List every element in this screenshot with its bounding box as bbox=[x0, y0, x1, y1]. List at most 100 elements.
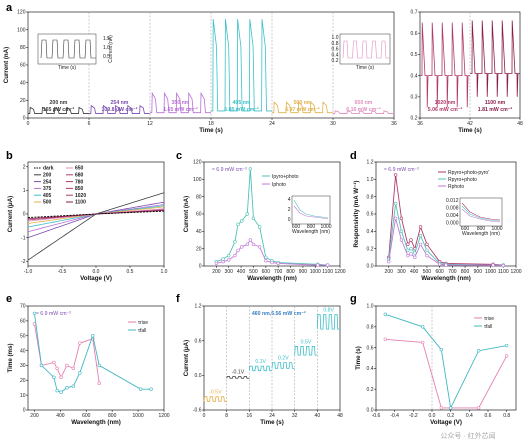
inset-xtick: 800 bbox=[477, 226, 486, 232]
plot-frame bbox=[375, 305, 517, 411]
inset-line bbox=[293, 205, 329, 220]
series-point bbox=[476, 349, 481, 353]
x-tick-label: 30 bbox=[330, 121, 336, 127]
series-line bbox=[388, 174, 504, 266]
x-tick-label: 1.0 bbox=[161, 269, 168, 275]
x-tick-label: 200 bbox=[212, 269, 221, 275]
x-axis-label: Voltage (V) bbox=[80, 275, 112, 282]
x-tick-label: 1200 bbox=[510, 269, 521, 275]
inset-right-trace bbox=[342, 40, 391, 59]
x-tick-label: 800 bbox=[286, 269, 295, 275]
segment-wavelength: 650 nm bbox=[355, 100, 373, 106]
inset-right-ytick: 1.0 bbox=[332, 35, 339, 41]
series-point bbox=[439, 347, 444, 352]
y-tick-label: 0.5 bbox=[411, 52, 418, 58]
y-axis-label: Current (nA) bbox=[183, 196, 190, 232]
x-tick-label: 0 bbox=[27, 121, 30, 127]
x-axis-label: Wavelength (nm) bbox=[421, 275, 471, 282]
y-tick-label: 1.2 bbox=[195, 304, 202, 310]
series-point bbox=[71, 384, 76, 388]
inset-xlabel: Wavelength (nm) bbox=[462, 231, 500, 237]
y-tick-label: 0.6 bbox=[411, 31, 418, 37]
panel-label-c: c bbox=[176, 150, 182, 162]
x-tick-label: 0.8 bbox=[503, 413, 510, 419]
y-tick-label: 0.6 bbox=[367, 212, 374, 218]
series-point bbox=[406, 253, 410, 258]
x-tick-label: 0.0 bbox=[429, 413, 436, 419]
inset-right-ytick: 0.6 bbox=[332, 47, 339, 53]
bias-label: 0.8V bbox=[323, 308, 334, 314]
inset-xtick: 600 bbox=[292, 224, 301, 230]
inset-left-ylabel: Current (nA) bbox=[108, 35, 114, 63]
y-tick-label: 0.4 bbox=[367, 229, 374, 235]
x-axis-label: Wavelength (nm) bbox=[247, 275, 297, 282]
series-point bbox=[97, 363, 101, 368]
series-point bbox=[418, 225, 423, 229]
series-line bbox=[388, 218, 504, 267]
series-point bbox=[138, 387, 143, 391]
legend-label: τrise bbox=[484, 316, 494, 322]
y-tick-label: 100 bbox=[17, 27, 26, 33]
y-tick-label: 1.0 bbox=[367, 177, 374, 183]
y-tick-label: 120 bbox=[193, 160, 202, 166]
series-point bbox=[245, 212, 249, 216]
series-point bbox=[425, 242, 429, 247]
iv-curve bbox=[27, 206, 165, 224]
series-point bbox=[399, 238, 404, 242]
series-point bbox=[257, 225, 262, 229]
x-tick-label: 0.0 bbox=[93, 269, 100, 275]
inset-frame bbox=[291, 195, 331, 225]
watermark: 公众号 · 红外芯闻 bbox=[440, 431, 495, 440]
series-line bbox=[388, 203, 504, 266]
inset-line bbox=[461, 205, 501, 222]
iv-curve bbox=[27, 210, 165, 218]
series-point bbox=[276, 261, 280, 266]
series-point bbox=[52, 360, 56, 365]
x-tick-label: 300 bbox=[397, 269, 406, 275]
x-tick-label: 900 bbox=[474, 269, 483, 275]
plot-frame bbox=[27, 305, 165, 411]
x-axis-label: Time (s) bbox=[260, 419, 284, 426]
series-point bbox=[39, 363, 44, 368]
y-tick-label: 0.6 bbox=[367, 345, 374, 351]
chart-f: 0 8 16 24 32 40 48 1.2 0.6 0.0 -0.6 Time (s) Current… bbox=[183, 304, 343, 426]
legend-label: Iphoto bbox=[272, 182, 286, 188]
segment-power: 165 μW cm⁻² bbox=[43, 107, 75, 113]
chart-b: -1.0 -0.5 0.0 0.5 1.0 -2 -1 0 1 2 Voltage (V) Curre… bbox=[7, 161, 168, 282]
series-point bbox=[437, 262, 442, 266]
legend-label: 375 bbox=[43, 186, 52, 192]
inset-xtick: 1000 bbox=[491, 226, 502, 232]
inset-xlabel: Wavelength (nm) bbox=[292, 229, 330, 235]
y-tick-label: 0.4 bbox=[411, 73, 418, 79]
iv-trace bbox=[226, 376, 250, 379]
y-tick-label: 0 bbox=[23, 116, 26, 122]
inset-left-trace bbox=[40, 39, 96, 59]
y-axis-label: Time (ms) bbox=[7, 343, 14, 372]
x-tick-label: 32 bbox=[292, 413, 298, 419]
legend-label: τrise bbox=[138, 320, 148, 326]
x-tick-label: -0.5 bbox=[58, 269, 67, 275]
x-tick-label: 0 bbox=[203, 413, 206, 419]
series-point bbox=[78, 371, 82, 375]
iv-trace bbox=[271, 362, 295, 369]
legend-label: 405 bbox=[43, 193, 52, 199]
inset-ytick: 0 bbox=[288, 217, 291, 223]
segment-wavelength: 254 nm bbox=[111, 100, 129, 106]
annotation: ≈ 6.9 mW cm⁻² bbox=[36, 311, 71, 317]
x-axis-label: Time (s) bbox=[458, 127, 482, 134]
x-tick-label: 600 bbox=[262, 269, 271, 275]
segment-power: 5.06 mW cm⁻² bbox=[428, 107, 463, 113]
series-point bbox=[59, 375, 63, 380]
y-tick-label: 80 bbox=[20, 45, 26, 51]
y-tick-label: 0 bbox=[199, 264, 202, 270]
x-tick-label: 400 bbox=[56, 413, 65, 419]
legend-label: Rpyro+photo bbox=[448, 177, 477, 183]
series-point bbox=[399, 216, 404, 221]
segment-wavelength: 500 nm bbox=[294, 100, 312, 106]
y-tick-label: 0 bbox=[23, 212, 26, 218]
segment-power: 1.65 mW cm⁻² bbox=[163, 107, 198, 113]
y-tick-label: 20 bbox=[20, 378, 26, 384]
trace-405nm bbox=[211, 19, 272, 112]
series-point bbox=[316, 263, 320, 267]
inset-left-xlabel: Time (s) bbox=[58, 65, 76, 71]
